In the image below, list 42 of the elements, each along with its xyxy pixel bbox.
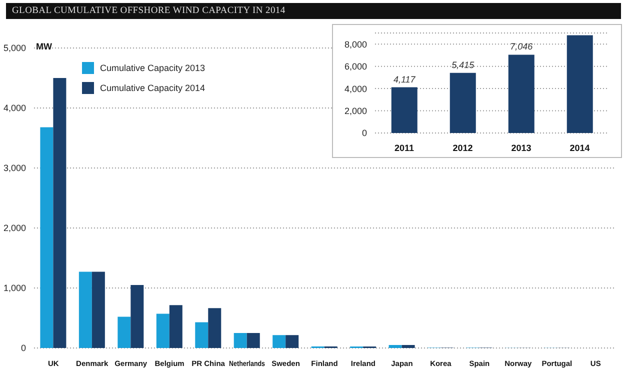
legend-label: Cumulative Capacity 2014 [100,83,206,93]
y-tick-label: 6,000 [344,62,367,72]
data-label: 4,117 [393,74,416,84]
legend-label: Cumulative Capacity 2013 [100,63,206,73]
data-label: 5,415 [452,60,476,70]
x-tick-label: 2014 [570,143,590,153]
bar [130,285,144,348]
bar [388,345,402,348]
bar [246,333,260,348]
bar [286,335,299,348]
bar [195,322,208,348]
bar [234,333,247,348]
bar [92,272,105,348]
x-tick-label: 2012 [452,143,473,153]
bar [78,272,92,348]
y-tick-label: 0 [20,343,26,354]
bar [272,335,286,348]
bar [156,314,170,348]
x-tick-label: 2013 [511,143,532,153]
y-tick-label: 8,000 [344,39,367,50]
y-tick-label: 4,000 [3,103,26,114]
chart-title: GLOBAL CUMULATIVE OFFSHORE WIND CAPACITY IN 2014 [6,3,621,19]
bar [402,345,415,348]
bar [208,308,222,348]
y-tick-label: 0 [362,128,367,138]
y-tick-label: 3,000 [3,163,26,174]
y-axis-title: MW [36,41,52,52]
y-tick-label: 1,000 [3,283,26,294]
y-tick-label: 4,000 [344,84,367,94]
bar [118,316,131,348]
x-tick-label: 2011 [394,143,414,153]
bar [53,78,66,348]
data-label: 7,046 [510,42,533,52]
y-tick-label: 2,000 [344,106,367,116]
bar [508,54,534,133]
y-tick-label: 5,000 [3,43,26,54]
bar [169,305,182,348]
bar [391,87,418,133]
bar [450,72,476,133]
bar [40,127,54,348]
y-tick-label: 2,000 [3,223,26,234]
bar [566,35,593,133]
